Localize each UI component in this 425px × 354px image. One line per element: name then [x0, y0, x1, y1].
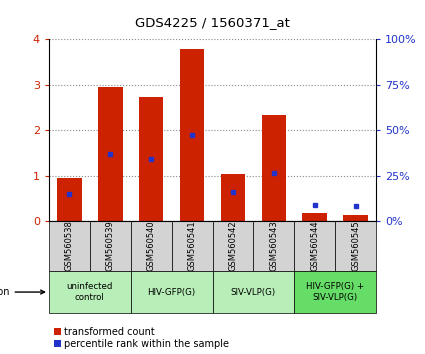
- Bar: [212, 221, 253, 271]
- Text: GSM560538: GSM560538: [65, 221, 74, 272]
- Text: GDS4225 / 1560371_at: GDS4225 / 1560371_at: [135, 16, 290, 29]
- Legend: transformed count, percentile rank within the sample: transformed count, percentile rank withi…: [54, 327, 230, 349]
- Text: GSM560540: GSM560540: [147, 221, 156, 272]
- Bar: [131, 221, 172, 271]
- Bar: [49, 221, 90, 271]
- Bar: [221, 174, 245, 221]
- Bar: [131, 271, 212, 313]
- Bar: [180, 49, 204, 221]
- Bar: [212, 271, 294, 313]
- Bar: [49, 271, 131, 313]
- Bar: [335, 221, 376, 271]
- Text: HIV-GFP(G): HIV-GFP(G): [147, 287, 196, 297]
- Text: HIV-GFP(G) +
SIV-VLP(G): HIV-GFP(G) + SIV-VLP(G): [306, 282, 364, 302]
- Text: SIV-VLP(G): SIV-VLP(G): [231, 287, 276, 297]
- Text: GSM560542: GSM560542: [229, 221, 238, 272]
- Bar: [253, 221, 294, 271]
- Bar: [294, 271, 376, 313]
- Bar: [294, 221, 335, 271]
- Bar: [57, 178, 82, 221]
- Text: GSM560545: GSM560545: [351, 221, 360, 272]
- Bar: [172, 221, 212, 271]
- Text: uninfected
control: uninfected control: [67, 282, 113, 302]
- Text: GSM560539: GSM560539: [106, 221, 115, 272]
- Bar: [343, 215, 368, 221]
- Bar: [90, 221, 131, 271]
- Text: GSM560541: GSM560541: [187, 221, 196, 272]
- Bar: [303, 213, 327, 221]
- Bar: [139, 97, 163, 221]
- Text: GSM560544: GSM560544: [310, 221, 319, 272]
- Text: GSM560543: GSM560543: [269, 221, 278, 272]
- Bar: [261, 115, 286, 221]
- Bar: [98, 87, 122, 221]
- Text: infection: infection: [0, 287, 45, 297]
